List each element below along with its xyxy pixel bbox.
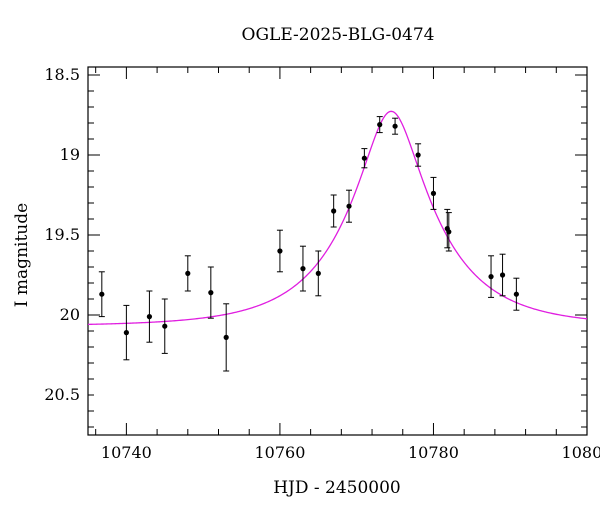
data-marker [361, 155, 367, 161]
data-point [392, 117, 399, 135]
data-point [430, 176, 437, 210]
data-marker [415, 152, 421, 158]
data-marker [123, 330, 129, 336]
x-tick-label: 10740 [101, 443, 152, 462]
y-tick-label: 19.5 [44, 225, 80, 244]
data-point [207, 266, 214, 319]
data-marker [377, 122, 383, 128]
data-point [488, 255, 495, 298]
y-axis-ticks: 18.5 19 19.5 20 20.5 [44, 65, 587, 428]
data-point [299, 245, 306, 292]
data-marker [300, 266, 306, 272]
data-marker [146, 314, 153, 320]
y-tick-label: 20 [60, 305, 80, 324]
data-point [415, 143, 422, 167]
data-marker [346, 203, 352, 209]
data-point [499, 253, 506, 297]
data-marker [315, 270, 321, 276]
data-point [315, 250, 322, 297]
data-marker [99, 291, 105, 297]
data-marker [277, 248, 283, 254]
y-tick-label: 20.5 [44, 385, 80, 404]
data-point [276, 229, 283, 273]
data-point [361, 148, 368, 169]
data-marker [392, 123, 398, 129]
data-marker [331, 208, 337, 214]
data-point [376, 116, 383, 134]
data-point [161, 298, 168, 354]
data-point [146, 290, 153, 343]
data-marker [185, 270, 191, 276]
data-marker [430, 190, 437, 196]
data-marker [223, 334, 229, 340]
data-point [184, 255, 191, 292]
x-tick-label: 10800 [562, 443, 600, 462]
model-curve [87, 110, 588, 326]
x-tick-label: 10780 [408, 443, 459, 462]
data-point [223, 303, 230, 372]
data-marker [446, 229, 452, 235]
data-point [513, 277, 520, 311]
plot-border [87, 66, 588, 436]
plot-frame [87, 66, 588, 436]
x-tick-label: 10760 [254, 443, 305, 462]
data-point [444, 208, 451, 249]
x-axis-ticks: 10740 10760 10780 10800 [95, 67, 600, 462]
data-marker [499, 272, 506, 278]
y-tick-label: 18.5 [44, 65, 80, 84]
x-axis-label: HJD - 2450000 [273, 478, 401, 498]
data-point [346, 189, 353, 223]
data-point [123, 304, 130, 361]
data-point [98, 271, 105, 318]
chart-title: OGLE-2025-BLG-0474 [242, 25, 435, 45]
model-curve-layer [87, 110, 588, 326]
data-point [330, 194, 337, 228]
data-points-layer [98, 116, 520, 372]
data-marker [513, 291, 519, 297]
data-marker [162, 323, 168, 329]
data-point [445, 212, 452, 252]
y-axis-label: I magnitude [12, 203, 32, 307]
data-marker [488, 274, 494, 280]
y-tick-label: 19 [60, 145, 80, 164]
data-marker [208, 290, 214, 296]
